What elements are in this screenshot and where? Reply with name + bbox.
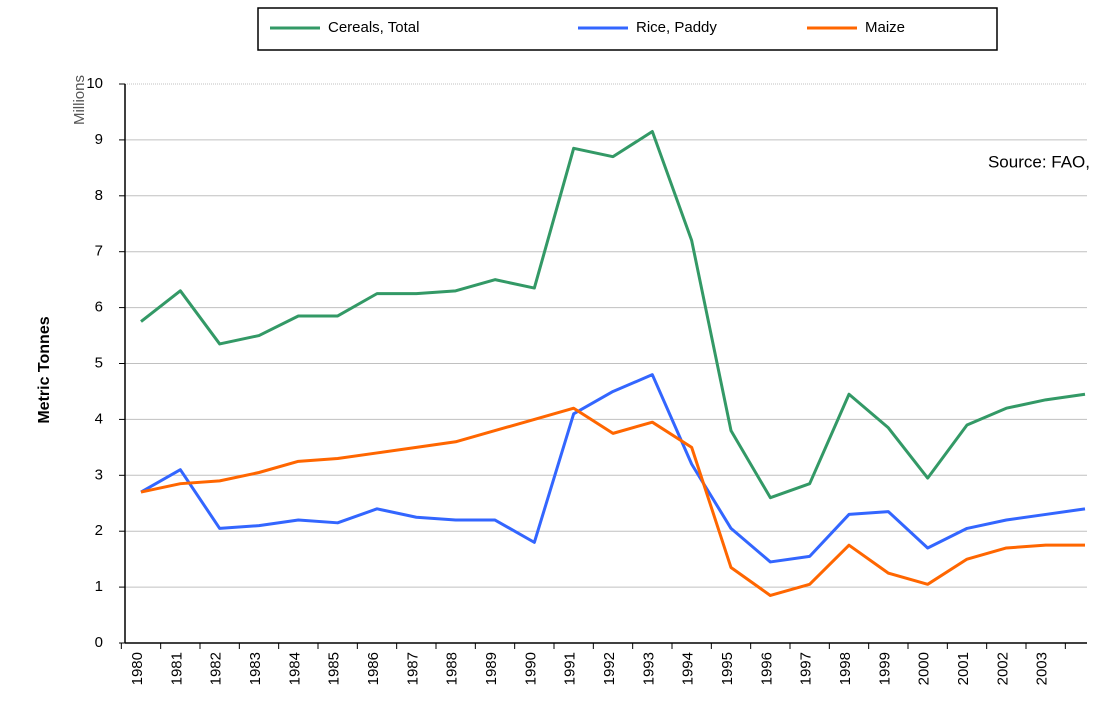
series-line: [140, 130, 1086, 500]
x-tick-label: 1985: [326, 652, 343, 685]
y-tick-label: 2: [95, 522, 103, 539]
x-tick-label: 1989: [483, 652, 500, 685]
y-tick-label: 0: [95, 634, 103, 651]
x-tick-label: 1999: [876, 652, 893, 685]
annotation: Source: FAO,: [988, 152, 1090, 171]
x-tick-label: 1982: [208, 652, 225, 685]
x-tick-label: 1986: [365, 652, 382, 685]
y-tick-label: 1: [95, 578, 103, 595]
x-tick-label: 2003: [1034, 652, 1051, 685]
y-tick-label: 7: [95, 243, 103, 260]
x-tick-label: 1987: [404, 652, 421, 685]
x-tick-label: 2000: [916, 652, 933, 685]
x-tick-label: 1990: [522, 652, 539, 685]
x-tick-label: 2001: [955, 652, 972, 685]
x-tick-label: 1981: [168, 652, 185, 685]
x-tick-label: 1988: [444, 652, 461, 685]
x-tick-label: 1991: [562, 652, 579, 685]
y-tick-label: 8: [95, 187, 103, 204]
y-tick-label: 9: [95, 131, 103, 148]
x-tick-label: 1980: [129, 652, 146, 685]
y-tick-label: 3: [95, 466, 103, 483]
x-tick-label: 1992: [601, 652, 618, 685]
x-tick-label: 1997: [798, 652, 815, 685]
legend-label: Maize: [865, 19, 905, 36]
series-line: [140, 406, 1085, 597]
x-tick-label: 1996: [758, 652, 775, 685]
x-tick-label: 1994: [680, 652, 697, 685]
legend-label: Rice, Paddy: [636, 19, 717, 36]
x-tick-label: 1998: [837, 652, 854, 685]
y-units: Millions: [71, 75, 88, 125]
x-tick-label: 1983: [247, 652, 264, 685]
series-line: [140, 373, 1086, 564]
x-tick-label: 2002: [994, 652, 1011, 685]
legend-label: Cereals, Total: [328, 19, 419, 36]
x-tick-label: 1995: [719, 652, 736, 685]
y-axis-label: Metric Tonnes: [36, 316, 53, 423]
y-tick-label: 6: [95, 299, 103, 316]
x-tick-label: 1993: [640, 652, 657, 685]
y-tick-label: 10: [86, 75, 103, 92]
y-tick-label: 5: [95, 354, 103, 371]
x-tick-label: 1984: [286, 652, 303, 685]
y-tick-label: 4: [95, 410, 103, 427]
